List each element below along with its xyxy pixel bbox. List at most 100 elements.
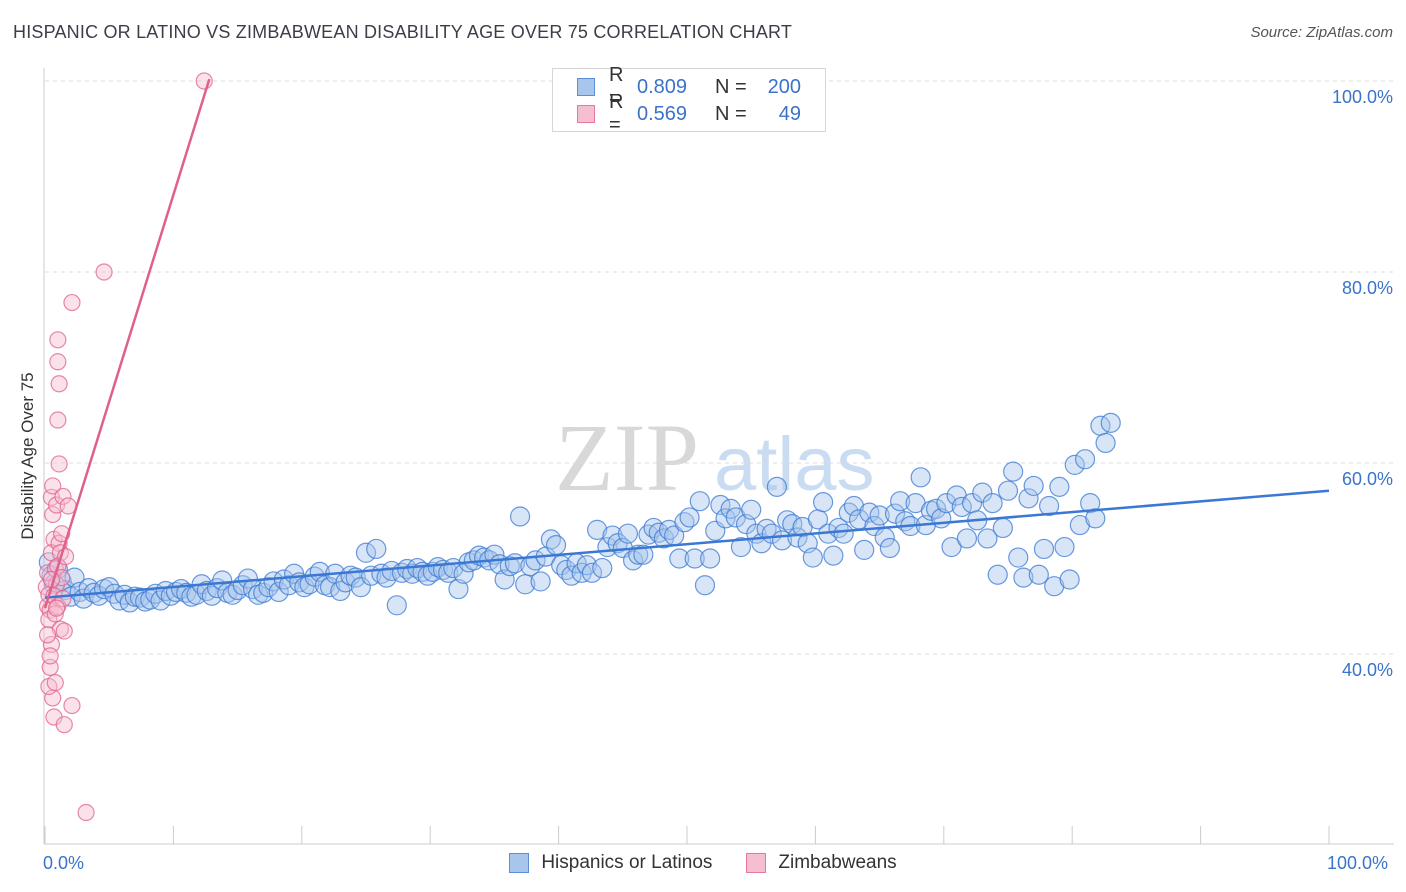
legend-n-value: 49 xyxy=(778,102,801,125)
hispanics-point xyxy=(802,547,823,568)
hispanics-point xyxy=(581,562,603,583)
hispanics-point xyxy=(864,515,885,537)
trend-lines xyxy=(43,78,1330,609)
correlation-legend: R = 0.809 N = 200 R = 0.569 N = 49 xyxy=(552,64,826,136)
hispanics-point xyxy=(766,476,787,497)
legend-r-value: 0.569 xyxy=(637,102,688,125)
x-tick-0: 0.0% xyxy=(43,853,85,873)
hispanics-point xyxy=(617,523,639,544)
hispanics-point xyxy=(992,517,1013,539)
hispanics-point xyxy=(319,577,341,598)
hispanics-point xyxy=(1008,547,1029,568)
hispanics-point xyxy=(689,491,710,512)
hispanics-trend-line xyxy=(44,489,1330,599)
legend-label-hispanics: Hispanics or Latinos xyxy=(541,852,713,873)
legend-r-label: R = xyxy=(609,64,624,109)
hispanics-point xyxy=(941,536,962,558)
hispanics-point xyxy=(545,535,567,556)
legend-r-label: R = xyxy=(609,91,624,136)
zimbabweans-point xyxy=(54,487,72,506)
hispanics-point xyxy=(936,493,957,514)
zimbabweans-point xyxy=(49,331,67,349)
zimbabweans-point xyxy=(49,411,67,429)
legend-swatch-hispanics xyxy=(509,853,530,873)
hispanics-point xyxy=(386,595,407,616)
zimbabweans-point xyxy=(38,626,57,644)
hispanics-point xyxy=(453,563,474,584)
hispanics-point xyxy=(890,491,911,512)
zimbabweans-point xyxy=(63,293,81,312)
hispanics-point xyxy=(956,528,978,549)
hispanics-point xyxy=(587,519,608,540)
zimbabweans-point xyxy=(55,622,73,640)
zimbabweans-point xyxy=(63,696,81,715)
hispanics-point xyxy=(1080,493,1101,514)
x-tick-100: 100.0% xyxy=(1327,853,1389,873)
zimbabweans-point xyxy=(44,477,62,495)
zimbabweans-point xyxy=(46,605,64,623)
hispanics-point xyxy=(633,544,654,565)
y-tick-40: 40.0% xyxy=(1341,660,1393,680)
zimbabweans-point xyxy=(46,674,64,692)
hispanics-point xyxy=(1074,449,1096,470)
hispanics-point xyxy=(879,537,900,559)
series-hispanics-points xyxy=(38,412,1121,616)
legend-item-hispanics[interactable]: Hispanics or Latinos xyxy=(509,852,712,874)
zimbabweans-trend-line xyxy=(43,78,211,609)
hispanics-point xyxy=(997,480,1019,501)
zimbabweans-point xyxy=(49,353,67,371)
hispanics-point xyxy=(684,548,705,569)
hispanics-point xyxy=(1049,476,1070,497)
legend-item-zimbabweans[interactable]: Zimbabweans xyxy=(746,852,897,874)
legend-swatch-zimbabweans xyxy=(746,853,767,873)
legend-label-zimbabweans: Zimbabweans xyxy=(778,852,897,873)
watermark-zip: ZIP xyxy=(555,404,699,511)
hispanics-point xyxy=(910,467,931,488)
hispanics-point xyxy=(1054,536,1075,558)
hispanics-point xyxy=(813,492,834,513)
hispanics-point xyxy=(833,523,854,544)
hispanics-point xyxy=(669,548,690,569)
hispanics-point xyxy=(694,575,716,596)
hispanics-point xyxy=(1013,567,1034,588)
hispanics-point xyxy=(350,577,371,598)
axes xyxy=(43,68,1394,845)
hispanics-point xyxy=(1003,461,1024,482)
hispanics-point xyxy=(730,536,752,558)
hispanics-point xyxy=(787,527,808,548)
zimbabweans-point xyxy=(47,599,66,617)
source-credit: Source: ZipAtlas.com xyxy=(1250,24,1393,41)
hispanics-point xyxy=(494,569,515,590)
legend-n-value: 200 xyxy=(767,75,801,98)
hispanics-point xyxy=(823,545,844,566)
zimbabweans-point xyxy=(95,263,113,281)
hispanics-point xyxy=(972,482,993,503)
series-legend: Hispanics or Latinos Zimbabweans xyxy=(0,852,1406,874)
hispanics-point xyxy=(1059,569,1080,590)
y-tick-60: 60.0% xyxy=(1341,469,1393,489)
legend-row-hispanics: R = 0.809 N = 200 xyxy=(577,64,801,109)
watermark-atlas: atlas xyxy=(714,422,875,507)
hispanics-point xyxy=(1023,475,1044,497)
hispanics-point xyxy=(1033,538,1055,560)
chart-title: HISPANIC OR LATINO VS ZIMBABWEAN DISABIL… xyxy=(13,22,793,42)
hispanics-point xyxy=(1018,488,1039,509)
hispanics-point xyxy=(854,539,875,561)
zimbabweans-point xyxy=(50,375,68,393)
watermark: ZIP atlas xyxy=(555,404,875,511)
hispanics-point xyxy=(884,503,906,524)
hispanics-point xyxy=(530,571,551,592)
legend-swatch-hispanics xyxy=(577,78,595,96)
hispanics-point xyxy=(263,571,284,592)
y-axis-label: Disability Age Over 75 xyxy=(18,372,37,540)
hispanics-point xyxy=(741,499,762,520)
hispanics-point xyxy=(869,505,890,526)
hispanics-point xyxy=(925,498,947,519)
hispanics-point xyxy=(982,493,1003,514)
legend-n-label: N = xyxy=(715,102,747,125)
hispanics-point xyxy=(448,578,469,600)
hispanics-point xyxy=(212,570,233,591)
hispanics-point xyxy=(700,548,721,569)
hispanics-point xyxy=(355,542,377,563)
hispanics-point xyxy=(1064,454,1085,476)
